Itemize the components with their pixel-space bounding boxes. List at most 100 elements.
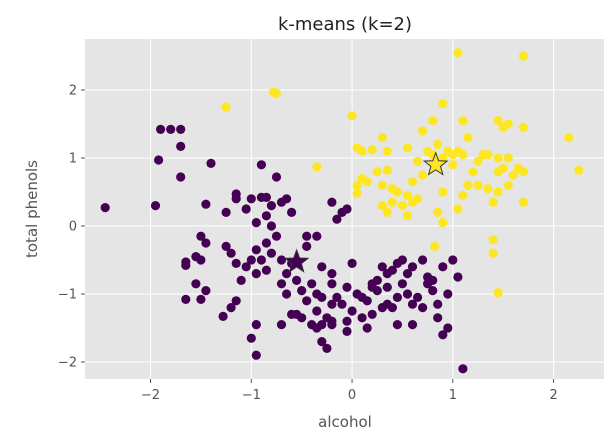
data-point [367, 145, 377, 155]
data-point [387, 265, 397, 275]
y-tick-label: 2 [69, 84, 77, 99]
data-point [473, 156, 483, 166]
data-point [372, 275, 382, 285]
data-point [438, 99, 448, 109]
data-point [564, 133, 574, 143]
data-point [201, 238, 211, 248]
data-point [448, 160, 458, 170]
data-point [302, 241, 312, 251]
data-point [342, 326, 352, 336]
data-point [191, 279, 201, 289]
data-point [377, 201, 387, 211]
data-point [392, 320, 402, 330]
x-tick-label: −2 [141, 388, 160, 403]
data-point [176, 141, 186, 151]
data-point [156, 124, 166, 134]
data-point [453, 272, 463, 282]
data-point [458, 190, 468, 200]
data-point [221, 241, 231, 251]
grid-lines [85, 39, 604, 379]
data-point [282, 194, 292, 204]
data-point [407, 262, 418, 272]
y-axis-label: total phenols [23, 160, 41, 258]
data-point [392, 292, 402, 302]
data-point [493, 187, 503, 197]
data-point [382, 165, 392, 175]
data-point [397, 279, 407, 289]
data-point [453, 48, 463, 58]
data-point [332, 214, 342, 224]
data-point [241, 262, 251, 272]
data-point [287, 207, 297, 217]
data-point [176, 172, 186, 182]
data-point [367, 282, 377, 292]
data-point [392, 187, 402, 197]
data-point [413, 194, 423, 204]
centroid-star-icon [283, 248, 310, 273]
data-point [402, 211, 413, 221]
data-point [266, 201, 276, 211]
data-point [332, 292, 342, 302]
data-point [312, 289, 322, 299]
data-point [433, 139, 443, 149]
data-point [458, 150, 468, 160]
y-tick-label: 1 [69, 152, 77, 167]
data-point [307, 279, 317, 289]
x-tick-label: 2 [549, 388, 557, 403]
data-point [488, 197, 498, 207]
data-point [397, 255, 407, 265]
data-point [271, 172, 282, 182]
data-point [261, 211, 271, 221]
data-point [433, 313, 443, 323]
data-point [100, 203, 110, 213]
data-point [377, 180, 387, 190]
data-point [312, 231, 322, 241]
data-point [206, 158, 216, 168]
y-tick-labels: −2 −1 0 1 2 [58, 84, 85, 371]
x-tick-label: 0 [348, 388, 356, 403]
data-point [407, 320, 418, 330]
data-point [433, 207, 443, 217]
data-point [246, 255, 256, 265]
data-point [261, 192, 271, 202]
data-point [493, 153, 503, 163]
data-point [196, 231, 206, 241]
data-point [322, 343, 332, 353]
data-point [402, 190, 413, 200]
data-point [251, 218, 261, 228]
data-point [418, 303, 428, 313]
data-point [382, 207, 392, 217]
data-point [231, 194, 241, 204]
data-point [428, 116, 438, 126]
data-point [251, 350, 261, 360]
data-point [256, 160, 266, 170]
data-point [176, 124, 186, 134]
data-point [430, 241, 440, 251]
data-point [428, 286, 438, 296]
data-point [246, 194, 256, 204]
data-point [377, 303, 387, 313]
data-point [518, 122, 529, 132]
data-point [493, 288, 503, 298]
data-point [261, 238, 271, 248]
data-point [251, 269, 261, 279]
data-point [327, 299, 337, 309]
data-point [443, 289, 453, 299]
data-point [443, 323, 453, 333]
data-point [317, 262, 327, 272]
data-point [271, 231, 282, 241]
data-point [246, 333, 256, 343]
data-point [347, 258, 357, 268]
data-point [282, 269, 292, 279]
data-point [438, 218, 448, 228]
data-point [327, 320, 337, 330]
data-point [251, 245, 261, 255]
data-point [377, 262, 387, 272]
data-point [166, 124, 176, 134]
x-tick-label: 1 [449, 388, 457, 403]
data-point [181, 260, 191, 270]
data-point [312, 162, 322, 172]
data-point [503, 119, 513, 129]
data-point [292, 275, 302, 285]
data-point [463, 180, 473, 190]
